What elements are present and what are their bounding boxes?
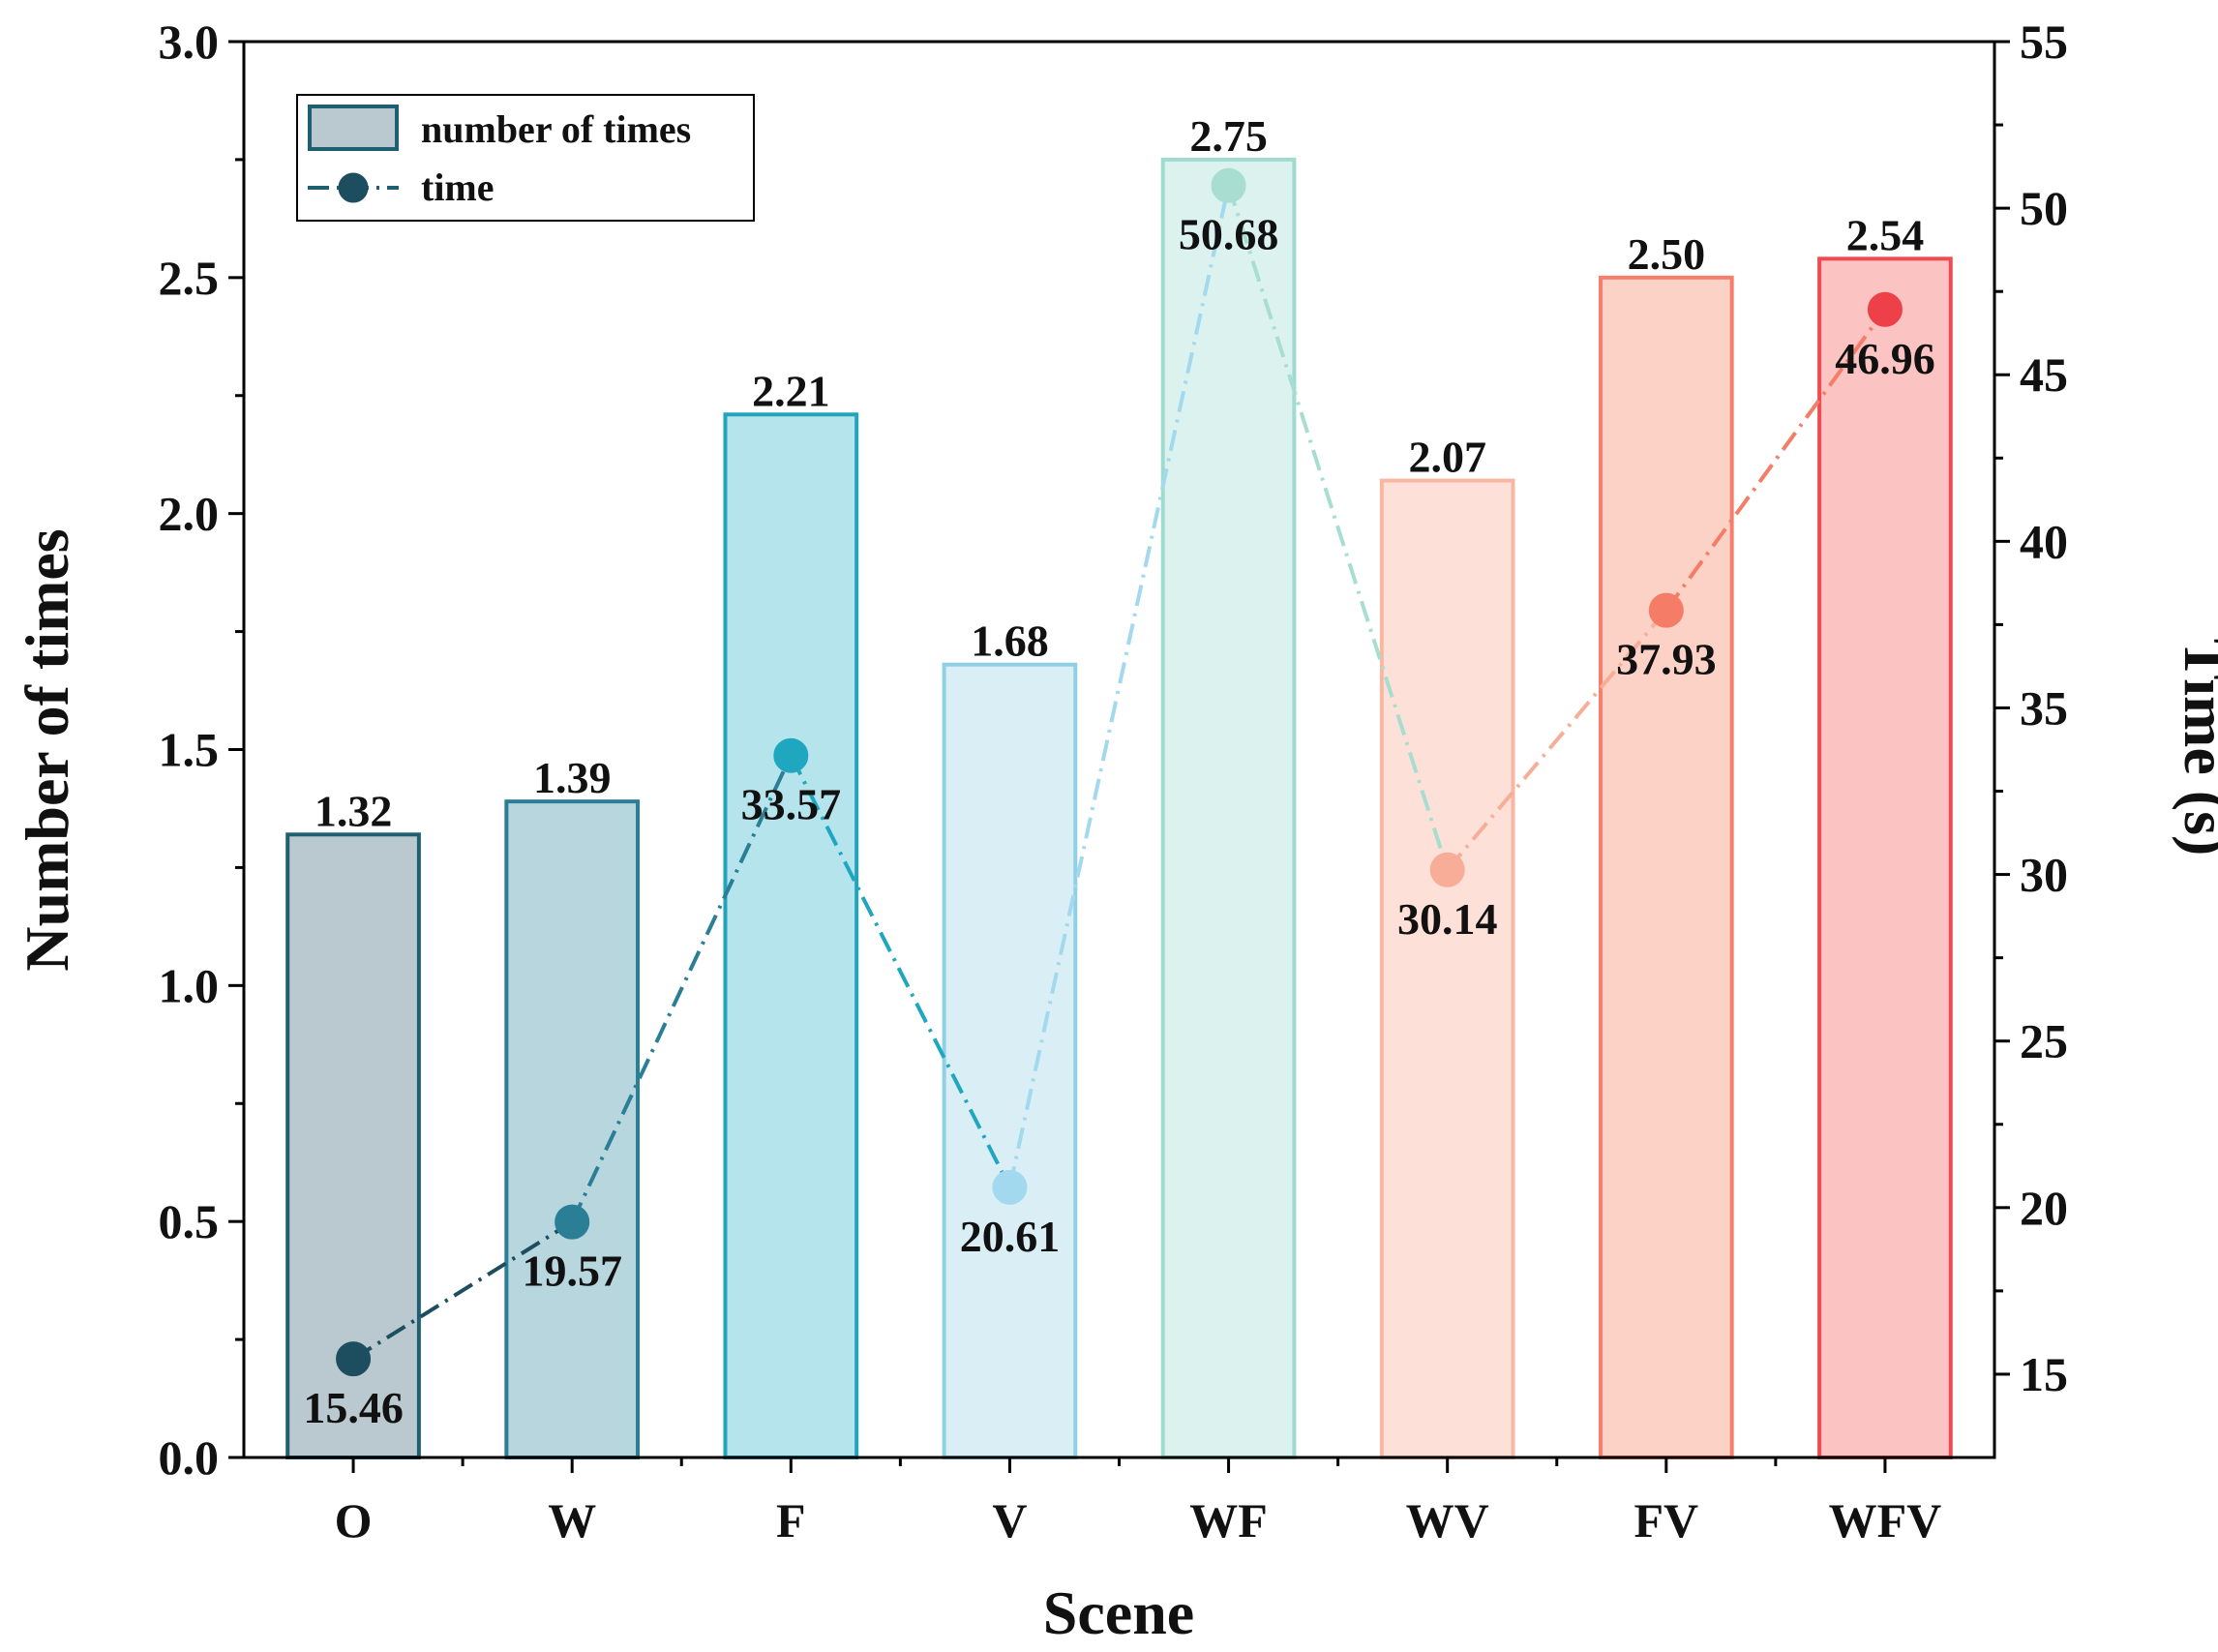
legend-bar-swatch	[308, 105, 399, 151]
legend-point-swatch	[338, 172, 369, 203]
time-point-wv	[1429, 852, 1465, 887]
bar-w	[504, 799, 641, 1459]
bar-value-label-fv: 2.50	[1628, 229, 1706, 279]
x-tick-label-wf: WF	[1189, 1493, 1268, 1547]
y2-tick-label: 55	[2020, 15, 2068, 69]
time-line-segment	[1007, 185, 1231, 1188]
y2-tick-label: 30	[2020, 848, 2068, 902]
time-value-label-o: 15.46	[303, 1383, 404, 1432]
y-axis-title: Number of times	[13, 528, 81, 971]
y2-tick-label: 35	[2020, 680, 2068, 735]
x-tick-label-w: W	[548, 1493, 596, 1547]
bar-value-label-w: 1.39	[533, 753, 612, 802]
y2-tick-label: 45	[2020, 347, 2068, 402]
x-tick-label-o: O	[335, 1493, 373, 1547]
time-point-wfv	[1867, 291, 1903, 327]
time-line-segment	[352, 1219, 574, 1361]
time-line-layer	[352, 185, 1887, 1361]
time-value-label-w: 19.57	[522, 1247, 622, 1296]
y-tick-label: 1.0	[159, 958, 220, 1012]
y-tick-label: 0.0	[159, 1430, 220, 1485]
y-tick-label: 3.0	[159, 15, 220, 69]
bar-value-label-wv: 2.07	[1408, 433, 1486, 482]
y-tick-label: 1.5	[159, 723, 220, 777]
time-point-wf	[1211, 167, 1246, 203]
time-point-w	[554, 1204, 590, 1240]
bar-value-label-wfv: 2.54	[1846, 210, 1925, 259]
bar-fv	[1598, 275, 1734, 1459]
bar-value-label-o: 1.32	[315, 786, 393, 835]
bar-value-label-f: 2.21	[752, 366, 830, 415]
y2-tick-label: 40	[2020, 514, 2068, 568]
time-line-segment	[570, 754, 794, 1223]
bar-wf	[1160, 157, 1297, 1460]
time-line-segment	[1446, 609, 1668, 872]
x-axis-title: Scene	[1043, 1578, 1194, 1647]
axes-layer: 0.0 0.5 1.0 1.5 2.0 2.5 3.0 15 20 25 30 35 40 45 50 55 O…	[159, 15, 2069, 1547]
time-line-segment	[1226, 185, 1450, 871]
legend-label-number-of-times: number of times	[421, 107, 691, 151]
y2-tick-label: 20	[2020, 1181, 2068, 1235]
x-tick-label-v: V	[992, 1493, 1027, 1547]
time-points-layer	[336, 167, 1903, 1377]
time-value-label-f: 33.57	[741, 780, 842, 829]
bar-value-label-v: 1.68	[971, 616, 1049, 666]
bar-value-label-wf: 2.75	[1189, 111, 1268, 161]
time-point-v	[992, 1169, 1028, 1205]
x-tick-label-f: F	[776, 1493, 806, 1547]
bar-v	[942, 662, 1078, 1459]
time-line-segment	[789, 754, 1012, 1188]
time-value-label-wf: 50.68	[1179, 210, 1279, 259]
time-value-label-wv: 30.14	[1397, 894, 1498, 944]
x-tick-label-wv: WV	[1406, 1493, 1489, 1547]
x-tick-label-fv: FV	[1634, 1493, 1698, 1547]
y2-axis-title: Time (s)	[2172, 639, 2218, 856]
time-value-label-fv: 37.93	[1616, 635, 1717, 684]
bar-f	[723, 412, 859, 1459]
time-point-o	[336, 1341, 372, 1377]
bar-wfv	[1817, 256, 1953, 1459]
legend-label-time: time	[421, 165, 495, 209]
time-point-f	[773, 737, 809, 773]
legend: number of times time	[296, 94, 755, 222]
y2-tick-label: 15	[2020, 1347, 2068, 1401]
y2-tick-label: 50	[2020, 181, 2068, 235]
y2-tick-label: 25	[2020, 1014, 2068, 1068]
y-tick-label: 2.0	[159, 487, 220, 541]
bar-wv	[1379, 478, 1515, 1459]
bars-layer	[285, 157, 1953, 1460]
data-labels-layer: 1.32 1.39 2.21 1.68 2.75 2.07 2.50 2.54 15.46 19.…	[303, 111, 1934, 1432]
y-tick-label: 0.5	[159, 1194, 220, 1248]
y-tick-label: 2.5	[159, 251, 220, 305]
x-tick-label-wfv: WFV	[1829, 1493, 1942, 1547]
time-value-label-v: 20.61	[960, 1212, 1061, 1261]
time-value-label-wfv: 46.96	[1835, 334, 1935, 383]
time-point-fv	[1648, 592, 1684, 628]
